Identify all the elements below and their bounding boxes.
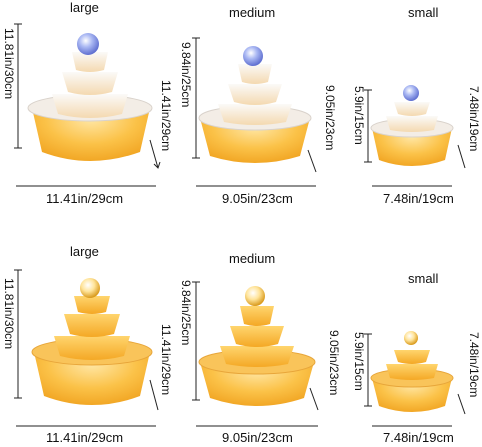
top-medium-height-label: 9.84in/25cm (179, 42, 193, 108)
bottom-medium-width-label: 9.05in/23cm (222, 430, 293, 445)
top-medium-fountain (198, 46, 312, 163)
top-large-title: large (70, 0, 99, 15)
top-large-width-label: 11.41in/29cm (46, 191, 124, 206)
bottom-large-title: large (70, 244, 99, 259)
top-large-height-label: 11.81in/30cm (2, 28, 16, 100)
top-large-fountain (27, 33, 153, 161)
top-medium-title: medium (229, 5, 276, 20)
bottom-small-title: small (408, 271, 439, 286)
bottom-large-fountain (31, 278, 153, 405)
bottom-medium-height-label: 9.84in/25cm (179, 280, 193, 346)
bottom-small-height-label: 5.9in/15cm (352, 332, 366, 391)
top-medium-width-label: 9.05in/23cm (222, 191, 293, 206)
top-small-depth-label: 7.48in/19cm (467, 86, 481, 152)
bottom-large-width-label: 11.41in/29cm (46, 430, 124, 445)
bottom-large-depth-label: 11.41in/29cm (159, 324, 173, 396)
bottom-medium-fountain (198, 286, 316, 406)
top-small-title: small (408, 5, 439, 20)
top-small-height-label: 5.9in/15cm (352, 86, 366, 145)
bottom-large-height-label: 11.81in/30cm (2, 278, 16, 350)
top-large-depth-label: 11.41in/29cm (159, 80, 173, 152)
top-small-fountain (370, 85, 454, 166)
bottom-small-depth-label: 7.48in/19cm (467, 332, 481, 398)
top-medium-depth-label: 9.05in/23cm (323, 85, 337, 151)
bottom-medium-depth-label: 9.05in/23cm (327, 330, 341, 396)
bottom-small-width-label: 7.48in/19cm (383, 430, 454, 445)
bottom-small-fountain (370, 331, 454, 412)
bottom-medium-title: medium (229, 251, 276, 266)
top-small-width-label: 7.48in/19cm (383, 191, 454, 206)
